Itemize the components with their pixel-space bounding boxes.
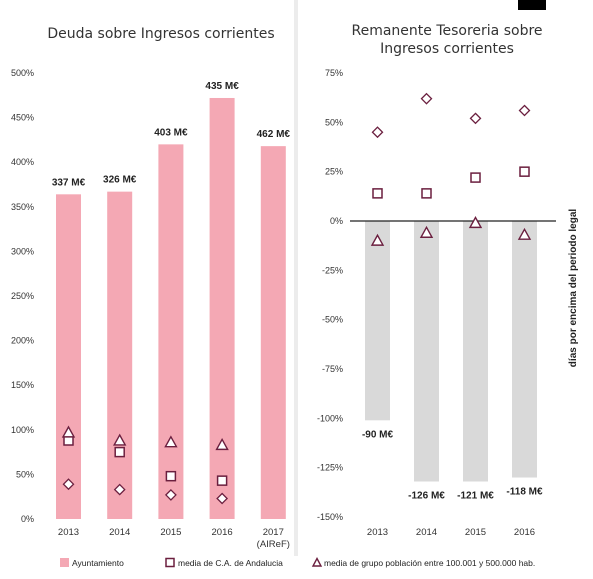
y-tick-label: 50% <box>325 117 343 127</box>
bar-2013 <box>56 194 81 519</box>
x-tick-2017: 2017 <box>263 527 284 538</box>
y-tick-label: 25% <box>325 167 343 177</box>
remanente-chart-title-line2: Ingresos corrientes <box>380 41 514 57</box>
square-marker-2014 <box>114 446 125 458</box>
data-label-2016: -118 M€ <box>506 487 543 498</box>
legend-label-andalucia: media de C.A. de Andalucia <box>178 558 283 568</box>
diamond-marker-2013 <box>62 478 75 491</box>
y-tick-label: -50% <box>322 315 343 325</box>
y-tick-label: 100% <box>11 425 34 435</box>
diamond-marker-2014 <box>113 483 126 496</box>
debt-chart: Deuda sobre Ingresos corrientes 0% 50% 100… <box>11 26 290 550</box>
legend-label-grupo: media de grupo población entre 100.001 y… <box>324 558 535 568</box>
x-tick-2014: 2014 <box>109 527 130 538</box>
y-tick-label: -150% <box>317 512 343 522</box>
bar-2016 <box>512 221 537 478</box>
square-marker-2015 <box>470 172 481 183</box>
y-tick-label: 0% <box>21 514 34 524</box>
panel-divider <box>294 0 298 556</box>
diamond-marker-2013 <box>371 126 384 139</box>
diamond-marker-2016 <box>518 104 531 117</box>
bar-2016 <box>209 97 235 519</box>
bar-2014 <box>107 191 133 520</box>
x-subtick-2017: (AIReF) <box>257 539 290 550</box>
diamond-marker-2015 <box>469 112 482 125</box>
bar-2015 <box>463 221 488 482</box>
data-label-2014: -126 M€ <box>408 490 445 501</box>
triangle-marker-2015 <box>468 216 483 229</box>
y-tick-label: -25% <box>322 265 343 275</box>
remanente-chart-markers <box>370 92 532 246</box>
square-marker-2016 <box>216 475 228 486</box>
y-tick-label: 150% <box>11 380 34 390</box>
y-tick-label: 450% <box>11 113 34 123</box>
x-tick-2013: 2013 <box>58 527 79 538</box>
square-marker-2015 <box>165 470 177 482</box>
y-tick-label: 400% <box>11 157 34 167</box>
remanente-chart-y-axis: 75% 50% 25% 0% -25% -50% -75% -100% -125% -150% <box>317 68 343 522</box>
y-tick-label: -125% <box>317 463 343 473</box>
y-tick-label: -75% <box>322 364 343 374</box>
diamond-marker-2015 <box>164 488 177 501</box>
remanente-chart-y-label: días por encima del periodo legal <box>568 209 579 368</box>
bar-2017 <box>260 146 286 520</box>
legend-label-ayuntamiento: Ayuntamiento <box>72 558 124 568</box>
data-label-2016: 435 M€ <box>205 81 239 92</box>
legend-swatch-andalucia <box>165 557 175 568</box>
y-tick-label: -100% <box>317 413 343 423</box>
x-tick-2015: 2015 <box>160 527 181 538</box>
triangle-marker-2013 <box>370 233 385 246</box>
square-marker-2016 <box>519 166 530 177</box>
debt-chart-x-axis: 2013 2014 2015 2016 2017(AIReF) <box>58 527 290 550</box>
data-label-2013: -90 M€ <box>362 429 394 440</box>
debt-chart-bars <box>56 97 286 520</box>
remanente-chart-data-labels: -90 M€ -126 M€ -121 M€ -118 M€ <box>362 429 543 501</box>
y-tick-label: 300% <box>11 246 34 256</box>
legend: Ayuntamiento media de C.A. de Andalucia … <box>60 557 535 568</box>
y-tick-label: 50% <box>16 469 34 479</box>
data-label-2015: -121 M€ <box>457 490 494 501</box>
remanente-chart-title-line1: Remanente Tesoreria sobre <box>351 23 542 39</box>
data-label-2015: 403 M€ <box>154 127 188 138</box>
remanente-chart-bars <box>350 220 556 482</box>
triangle-marker-2014 <box>113 433 127 446</box>
legend-swatch-grupo <box>311 557 323 567</box>
x-tick-2016: 2016 <box>514 527 535 538</box>
bar-2013 <box>365 221 390 421</box>
diamond-marker-2016 <box>216 492 229 505</box>
diamond-marker-2014 <box>420 92 433 105</box>
triangle-marker-2016 <box>215 438 229 451</box>
square-marker-2014 <box>421 188 432 199</box>
debt-chart-data-labels: 337 M€ 326 M€ 403 M€ 435 M€ 462 M€ <box>52 81 291 188</box>
triangle-marker-2014 <box>419 225 434 238</box>
bar-2014 <box>414 221 439 482</box>
remanente-chart: Remanente Tesoreria sobre Ingresos corri… <box>317 23 579 538</box>
x-tick-2015: 2015 <box>465 527 486 538</box>
x-tick-2016: 2016 <box>212 527 233 538</box>
square-marker-2013 <box>372 188 383 199</box>
x-tick-2013: 2013 <box>367 527 388 538</box>
data-label-2017: 462 M€ <box>257 129 291 140</box>
remanente-chart-x-axis: 2013 2014 2015 2016 <box>367 527 535 538</box>
triangle-marker-2013 <box>61 425 76 438</box>
y-tick-label: 200% <box>11 336 34 346</box>
y-tick-label: 500% <box>11 68 34 78</box>
bar-2015 <box>158 144 184 520</box>
y-tick-label: 250% <box>11 291 34 301</box>
debt-chart-y-axis: 0% 50% 100% 150% 200% 250% 300% 350% 400% 450% 500… <box>11 68 34 524</box>
y-tick-label: 350% <box>11 202 34 212</box>
x-tick-2014: 2014 <box>416 527 437 538</box>
debt-chart-markers <box>61 425 229 505</box>
debt-chart-title: Deuda sobre Ingresos corrientes <box>47 26 274 42</box>
y-tick-label: 0% <box>330 216 343 226</box>
triangle-marker-2015 <box>164 435 178 448</box>
legend-swatch-ayuntamiento <box>60 558 69 567</box>
data-label-2014: 326 M€ <box>103 175 137 186</box>
triangle-marker-2016 <box>517 227 532 240</box>
data-label-2013: 337 M€ <box>52 177 86 188</box>
top-edge-tab <box>518 0 546 10</box>
y-tick-label: 75% <box>325 68 343 78</box>
